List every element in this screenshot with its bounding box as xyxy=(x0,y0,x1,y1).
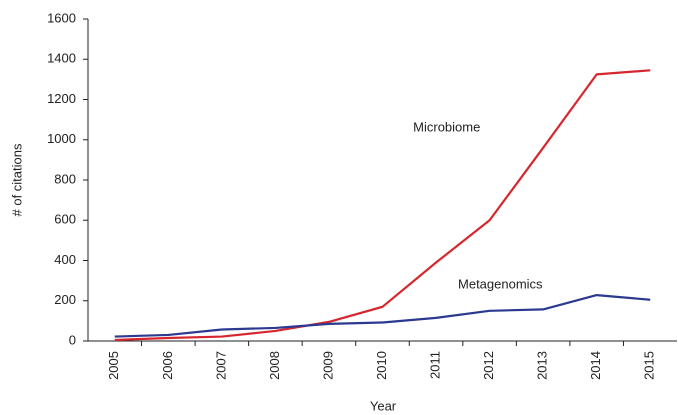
y-tick-label: 0 xyxy=(69,332,76,347)
y-tick-label: 400 xyxy=(54,252,76,267)
y-tick-label: 1400 xyxy=(47,51,76,66)
x-tick-label: 2006 xyxy=(160,351,175,380)
y-tick-label: 600 xyxy=(54,212,76,227)
x-tick-label: 2012 xyxy=(481,351,496,380)
y-tick-label: 200 xyxy=(54,292,76,307)
x-tick-label: 2009 xyxy=(320,351,335,380)
x-tick-label: 2014 xyxy=(588,351,603,380)
y-tick-label: 800 xyxy=(54,171,76,186)
x-tick-label: 2007 xyxy=(213,351,228,380)
series-line xyxy=(114,69,651,342)
y-tick-label: 1000 xyxy=(47,131,76,146)
x-tick-label: 2010 xyxy=(374,351,389,380)
x-tick-label: 2005 xyxy=(106,351,121,380)
y-axis-label: # of citations xyxy=(9,143,24,216)
x-tick-label: 2015 xyxy=(642,351,657,380)
x-tick-label: 2008 xyxy=(267,351,282,380)
series-label: Microbiome xyxy=(413,119,480,134)
x-tick-label: 2011 xyxy=(427,351,442,379)
x-axis-label: Year xyxy=(370,398,397,413)
y-tick-label: 1200 xyxy=(47,91,76,106)
series-line xyxy=(114,294,651,338)
x-tick-label: 2013 xyxy=(535,351,550,380)
series-label: Metagenomics xyxy=(458,276,543,291)
y-tick-label: 1600 xyxy=(47,10,76,25)
